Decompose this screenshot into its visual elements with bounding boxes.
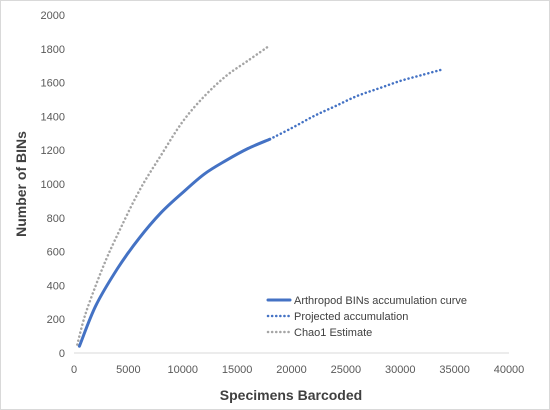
series-line-1 — [77, 137, 272, 348]
y-tick-labels: 0 200 400 600 800 1000 1200 1400 1600 1800 2000 — [41, 10, 65, 360]
legend-label-2: Projected accumulation — [294, 311, 408, 323]
x-tick-labels: 0 5000 10000 15000 20000 25000 30000 35000 40000 — [71, 364, 524, 376]
legend: Arthropod BINs accumulation curve Project… — [266, 295, 467, 339]
y-tick-label: 400 — [47, 280, 65, 292]
y-tick-label: 600 — [47, 247, 65, 259]
y-tick-label: 1800 — [41, 44, 65, 56]
legend-label-1: Arthropod BINs accumulation curve — [294, 295, 467, 307]
y-tick-label: 0 — [59, 348, 65, 360]
y-tick-label: 1600 — [41, 78, 65, 90]
y-tick-label: 800 — [47, 213, 65, 225]
x-tick-label: 15000 — [222, 364, 253, 376]
y-tick-label: 1400 — [41, 111, 65, 123]
x-tick-label: 5000 — [116, 364, 140, 376]
x-tick-label: 35000 — [439, 364, 470, 376]
y-tick-label: 1000 — [41, 179, 65, 191]
x-axis-title: Specimens Barcoded — [220, 387, 362, 403]
legend-label-3: Chao1 Estimate — [294, 327, 372, 339]
y-tick-label: 2000 — [41, 10, 65, 22]
plot-area: 0 200 400 600 800 1000 1200 1400 1600 1800 2000 0 5… — [41, 10, 525, 376]
x-tick-label: 10000 — [167, 364, 198, 376]
series-line-2 — [268, 67, 446, 141]
series-line-3 — [76, 44, 272, 346]
x-tick-label: 30000 — [385, 364, 416, 376]
x-tick-label: 0 — [71, 364, 77, 376]
x-tick-label: 20000 — [276, 364, 307, 376]
y-tick-label: 200 — [47, 314, 65, 326]
x-tick-label: 40000 — [494, 364, 525, 376]
y-tick-label: 1200 — [41, 145, 65, 157]
y-axis-title: Number of BINs — [13, 131, 29, 237]
x-tick-label: 25000 — [331, 364, 362, 376]
series-group — [76, 44, 446, 348]
